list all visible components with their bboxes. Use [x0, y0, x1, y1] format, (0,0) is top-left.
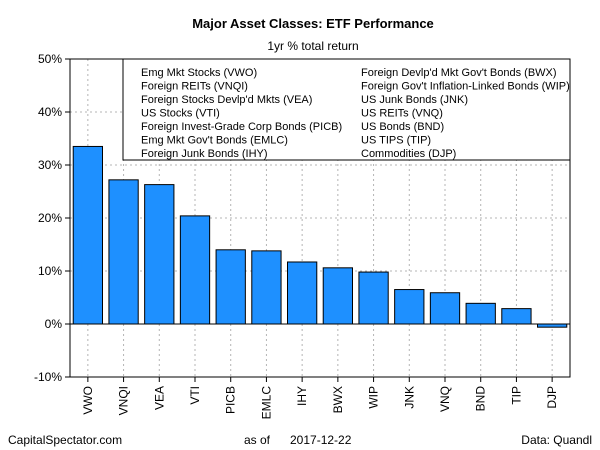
bar-bnd — [465, 302, 496, 325]
bar-wip — [358, 271, 389, 325]
y-tick-label: 20% — [38, 211, 62, 225]
footer-data-source: Data: Quandl — [521, 433, 592, 447]
x-tick-label: VTI — [188, 386, 202, 405]
legend-item: US REITs (VNQ) — [361, 108, 443, 120]
legend-item: US Bonds (BND) — [361, 121, 444, 133]
bar-vnqi — [108, 179, 139, 325]
legend-item: Foreign Junk Bonds (IHY) — [141, 148, 268, 160]
x-tick-label: VNQI — [117, 386, 131, 415]
x-axis: VWO VNQI VEA VTI PICB EMLC IHY BWX WIP JNK VNQ BND T… — [81, 377, 559, 419]
legend-item: Emg Mkt Gov't Bonds (EMLC) — [141, 135, 288, 147]
y-tick-label: 0% — [45, 317, 63, 331]
y-tick-label: 40% — [38, 105, 62, 119]
x-tick-label: BND — [474, 386, 488, 412]
bar-vnq — [429, 292, 461, 325]
x-tick-label: IHY — [295, 386, 309, 406]
x-tick-label: VNQ — [438, 386, 452, 412]
x-tick-label: BWX — [331, 386, 345, 413]
legend-item: Foreign Gov't Inflation-Linked Bonds (WI… — [361, 81, 570, 93]
legend-item: Emg Mkt Stocks (VWO) — [141, 67, 257, 79]
bar-ihy — [287, 261, 318, 325]
legend-box — [122, 58, 571, 161]
legend: Emg Mkt Stocks (VWO) Foreign REITs (VNQI)… — [122, 58, 571, 161]
y-axis: -10% 0% 10% 20% 30% 40% 50% — [34, 52, 70, 384]
bar-vea — [144, 184, 175, 325]
x-tick-label: EMLC — [259, 386, 273, 420]
footer-source: CapitalSpectator.com — [8, 433, 122, 447]
bar-bwx — [322, 267, 354, 325]
x-tick-label: VEA — [152, 386, 166, 410]
x-tick-label: WIP — [367, 386, 381, 409]
x-tick-label: JNK — [402, 386, 416, 409]
x-tick-label: VWO — [81, 386, 95, 415]
x-tick-label: DJP — [545, 386, 559, 409]
bar-emlc — [251, 250, 282, 325]
legend-item: Commodities (DJP) — [361, 148, 456, 160]
legend-item: Foreign Stocks Devlp'd Mkts (VEA) — [141, 94, 312, 106]
bar-vwo — [72, 145, 104, 325]
legend-item: Foreign Devlp'd Mkt Gov't Bonds (BWX) — [361, 67, 557, 79]
chart-title: Major Asset Classes: ETF Performance — [192, 16, 434, 31]
legend-item: Foreign REITs (VNQI) — [141, 81, 248, 93]
y-tick-label: 50% — [38, 52, 62, 66]
bar-vti — [179, 215, 211, 325]
legend-item: US Stocks (VTI) — [141, 108, 220, 120]
bars — [72, 145, 568, 328]
chart-subtitle: 1yr % total return — [267, 39, 358, 53]
bar-jnk — [394, 289, 425, 325]
bar-tip — [501, 308, 532, 325]
x-tick-label: PICB — [224, 386, 238, 414]
footer-as-of-label: as of — [244, 433, 271, 447]
legend-item: Foreign Invest-Grade Corp Bonds (PICB) — [141, 121, 342, 133]
footer-date: 2017-12-22 — [290, 433, 352, 447]
x-tick-label: TIP — [509, 386, 523, 405]
bar-picb — [215, 249, 246, 325]
legend-item: US Junk Bonds (JNK) — [361, 94, 468, 106]
legend-item: US TIPS (TIP) — [361, 135, 431, 147]
y-tick-label: -10% — [34, 370, 62, 384]
y-tick-label: 10% — [38, 264, 62, 278]
y-tick-label: 30% — [38, 158, 62, 172]
